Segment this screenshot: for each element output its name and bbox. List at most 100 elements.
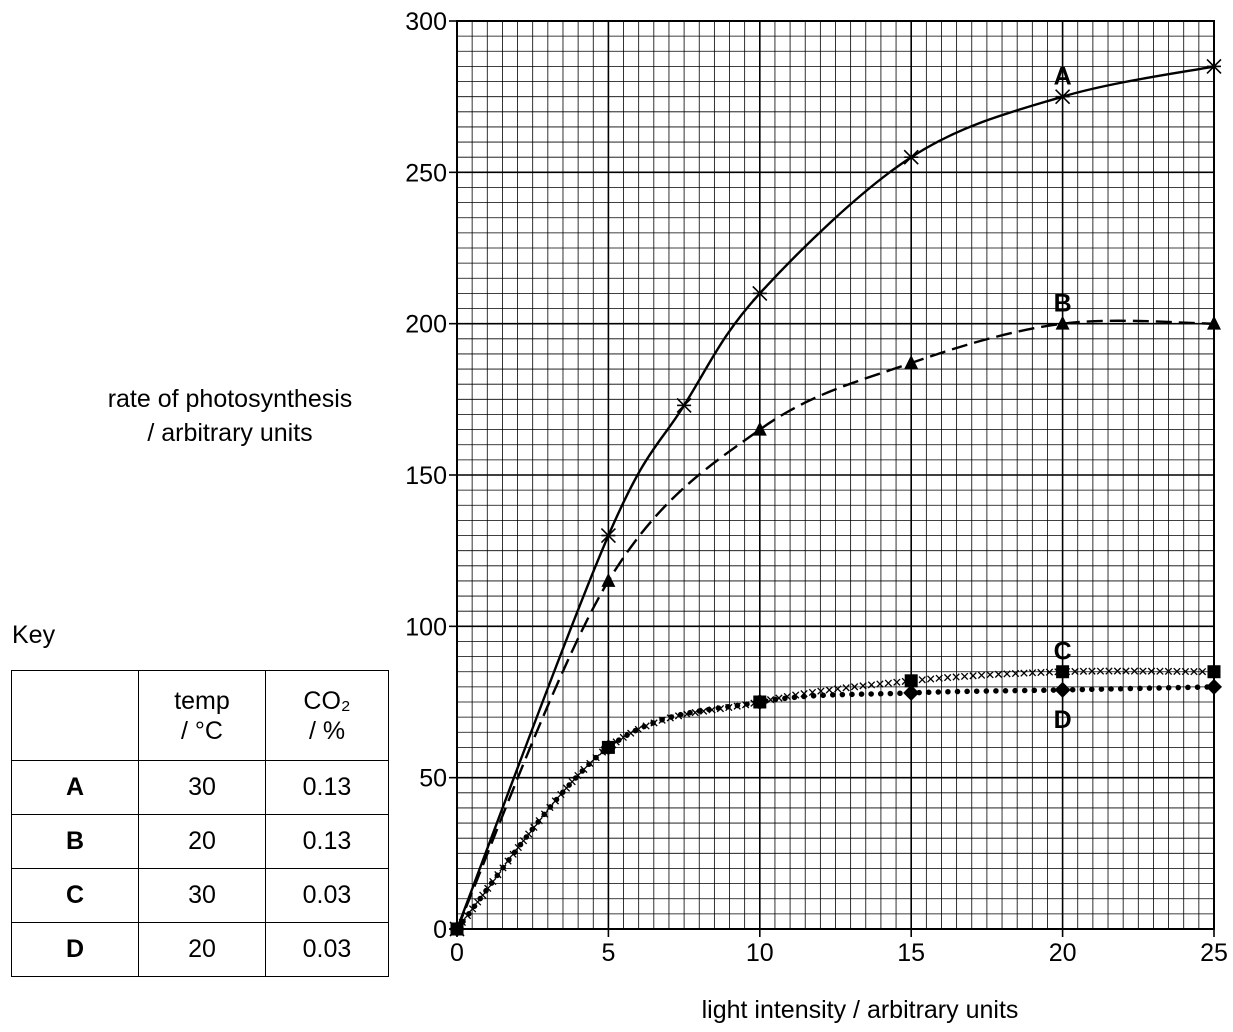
cross-mark	[1156, 667, 1164, 675]
series-label-c: C	[1054, 638, 1072, 666]
y-tick-label: 250	[405, 159, 447, 187]
data-point	[1207, 665, 1221, 679]
key-row-label: A	[11, 760, 139, 815]
cross-mark	[927, 675, 935, 683]
series-label-d: D	[1054, 706, 1072, 734]
data-point	[903, 149, 919, 165]
cross-mark	[1173, 667, 1181, 676]
cross-mark	[969, 672, 977, 680]
x-tick-label: 0	[450, 939, 464, 967]
cross-mark	[867, 681, 876, 689]
cross-mark	[1003, 670, 1011, 678]
series-line	[455, 319, 1215, 930]
chart-grid	[456, 20, 1215, 930]
key-header-co2-line-1: CO₂	[303, 686, 351, 715]
key-title: Key	[12, 621, 56, 649]
cross-mark	[893, 678, 901, 686]
cross-mark	[1028, 669, 1037, 677]
data-point	[601, 572, 616, 587]
y-tick-label: 200	[405, 311, 447, 339]
cross-mark	[834, 685, 842, 693]
cross-mark	[977, 671, 986, 679]
cross-mark	[1020, 669, 1028, 677]
y-axis-label: rate of photosynthesis / arbitrary units	[70, 382, 390, 450]
series-d	[449, 678, 1222, 937]
cross-mark	[1181, 667, 1190, 676]
key-row: C 30 0.03	[11, 868, 389, 923]
cross-mark	[935, 674, 943, 682]
y-tick-label: 0	[433, 916, 447, 944]
y-tick-label: 50	[419, 765, 447, 793]
data-point	[752, 285, 768, 301]
cross-mark	[1088, 667, 1096, 675]
data-point	[449, 921, 465, 937]
key-row-label: D	[11, 922, 139, 977]
x-axis-label: light intensity / arbitrary units	[701, 996, 1019, 1024]
y-axis-label-line-1: rate of photosynthesis	[107, 385, 353, 413]
cross-mark	[1105, 667, 1113, 675]
cross-mark	[1037, 668, 1045, 677]
data-point	[752, 421, 767, 436]
cross-mark	[986, 671, 994, 679]
key-row-co2: 0.03	[265, 868, 389, 923]
x-tick-label: 25	[1200, 939, 1228, 967]
key-row-temp: 30	[138, 868, 266, 923]
cross-mark	[884, 679, 893, 687]
key-row-co2: 0.13	[265, 814, 389, 869]
cross-mark	[1147, 667, 1156, 675]
x-tick-label: 20	[1049, 939, 1077, 967]
series-labels: A B C D	[1054, 63, 1072, 734]
x-tick-label: 10	[746, 939, 774, 967]
cross-mark	[1113, 667, 1122, 675]
key-header-temp-line-2: / °C	[181, 716, 223, 745]
data-point	[903, 684, 920, 701]
key-row-temp: 20	[138, 814, 266, 869]
y-tick-label: 300	[405, 8, 447, 36]
key-header-row: temp / °C CO₂ / %	[11, 670, 389, 761]
key-row-co2: 0.13	[265, 760, 389, 815]
key-header-temp: temp / °C	[138, 670, 266, 761]
cross-mark	[1198, 668, 1207, 676]
data-point	[676, 397, 692, 413]
cross-mark	[842, 684, 850, 692]
cross-mark	[1045, 668, 1054, 676]
cross-mark	[876, 680, 884, 688]
y-axis-label-line-2: / arbitrary units	[147, 419, 313, 447]
cross-mark	[918, 676, 926, 684]
cross-mark	[1122, 667, 1130, 675]
series-line	[455, 65, 1215, 930]
key-header-co2: CO₂ / %	[265, 670, 389, 761]
data-point	[1054, 681, 1071, 698]
key-row-temp: 30	[138, 760, 266, 815]
cross-mark	[859, 682, 867, 690]
y-tick-label: 150	[405, 462, 447, 490]
cross-mark	[1190, 667, 1198, 676]
x-tick-label: 5	[601, 939, 615, 967]
cross-mark	[1011, 669, 1020, 678]
data-point	[751, 694, 768, 710]
key-header-temp-line-1: temp	[174, 686, 230, 715]
series-label-a: A	[1054, 63, 1072, 91]
key-row-label: B	[11, 814, 139, 869]
key-table: temp / °C CO₂ / % A 30 0.13 B 20 0.13 C …	[11, 670, 389, 977]
data-point	[904, 674, 918, 688]
key-row-co2: 0.03	[265, 922, 389, 977]
cross-mark	[825, 686, 833, 694]
data-point	[904, 355, 919, 370]
key-row: B 20 0.13	[11, 814, 389, 869]
data-point	[1207, 315, 1221, 330]
series-line	[454, 684, 1217, 932]
cross-mark	[850, 683, 859, 691]
key-header-empty	[11, 670, 139, 761]
cross-mark	[1071, 667, 1079, 676]
cross-mark	[960, 672, 969, 681]
cross-mark	[994, 670, 1003, 678]
key-row: D 20 0.03	[11, 922, 389, 977]
data-point	[1206, 678, 1222, 695]
key-row: A 30 0.13	[11, 760, 389, 815]
key-row-temp: 20	[138, 922, 266, 977]
data-point	[1206, 58, 1222, 74]
chart-series	[449, 58, 1222, 937]
